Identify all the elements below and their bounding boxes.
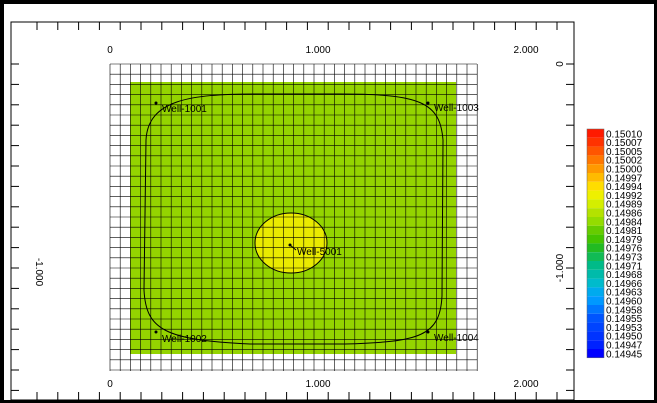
legend-label: 0.14958: [606, 305, 643, 316]
well-marker[interactable]: Well-1004: [426, 330, 480, 345]
legend-label: 0.14955: [606, 314, 643, 325]
legend-swatch: [587, 313, 604, 323]
y-tick-label-right: 0: [555, 61, 566, 67]
legend-label: 0.14986: [606, 209, 643, 220]
contour-line-outer: [143, 93, 444, 345]
legend-swatch: [587, 190, 604, 200]
legend-swatch: [587, 217, 604, 226]
legend-swatch: [587, 234, 604, 244]
legend-label: 0.14979: [606, 235, 643, 246]
legend-label: 0.14945: [606, 349, 643, 360]
well-label: Well-1004: [434, 333, 479, 344]
legend-label: 0.14947: [606, 341, 643, 352]
legend-swatch: [587, 296, 604, 305]
legend-swatch: [587, 340, 604, 349]
y-tick-label-left: -1.000: [33, 258, 44, 287]
well-label: Well-1001: [162, 104, 207, 115]
legend-swatch: [587, 261, 604, 270]
legend-label: 0.15000: [606, 165, 643, 176]
well-marker[interactable]: Well-1002: [154, 330, 208, 346]
axis-ticks: [11, 22, 574, 400]
x-tick-label-top: 2.000: [513, 45, 538, 56]
well-dot-icon: [154, 101, 158, 105]
legend-swatch: [587, 164, 604, 173]
x-tick-label-top: 0: [107, 45, 113, 56]
legend-swatch: [587, 349, 604, 358]
legend-label: 0.14976: [606, 244, 643, 255]
well-dot-icon: [154, 330, 158, 334]
legend-label: 0.14981: [606, 226, 643, 237]
well-marker[interactable]: Well-1003: [426, 101, 480, 115]
legend-label: 0.15002: [606, 156, 643, 167]
y-tick-label-right: -1.000: [555, 253, 566, 282]
well-marker[interactable]: Well-5001: [288, 243, 343, 259]
legend-label: 0.14963: [606, 288, 643, 299]
legend-label: 0.14973: [606, 253, 643, 264]
well-dot-icon: [426, 330, 430, 334]
x-tick-label-bottom: 2.000: [513, 379, 538, 390]
legend-label: 0.14966: [606, 279, 643, 290]
model-grid-lines: [109, 63, 478, 371]
legend-swatch: [587, 252, 604, 261]
legend-label: 0.15005: [606, 147, 643, 158]
legend-label: 0.14971: [606, 261, 643, 272]
legend-label: 0.14953: [606, 323, 643, 334]
legend-label: 0.14984: [606, 217, 643, 228]
x-tick-label-bottom: 0: [107, 379, 113, 390]
window-frame-top: [0, 0, 657, 4]
legend-label: 0.14968: [606, 270, 643, 281]
x-tick-label-bottom: 1.000: [305, 379, 330, 390]
legend-swatch: [587, 243, 604, 253]
legend-label: 0.14997: [606, 173, 643, 184]
legend-label: 0.14960: [606, 297, 643, 308]
well-dot-icon: [426, 101, 430, 105]
legend-swatch: [587, 287, 604, 297]
legend-swatch: [587, 137, 604, 147]
well-label: Well-1002: [162, 334, 207, 345]
legend-swatch: [587, 305, 604, 314]
legend-swatch: [587, 146, 604, 156]
legend-swatch: [587, 129, 604, 138]
legend-swatch: [587, 322, 604, 332]
legend-swatch: [587, 155, 604, 165]
legend-label: 0.14989: [606, 200, 643, 211]
well-trajectory: [289, 244, 297, 251]
window-frame-right: [654, 0, 657, 403]
legend-swatch: [587, 225, 604, 235]
legend-border: [586, 128, 605, 359]
legend-swatch: [587, 278, 604, 288]
legend-label: 0.14950: [606, 332, 643, 343]
legend-swatch: [587, 199, 604, 209]
well-marker[interactable]: Well-1001: [154, 101, 208, 116]
legend-swatch: [587, 208, 604, 217]
legend-label: 0.15007: [606, 138, 643, 149]
legend-swatch: [587, 181, 604, 191]
legend-swatch: [587, 331, 604, 341]
well-label: Well-5001: [297, 247, 342, 258]
x-tick-label-top: 1.000: [305, 45, 330, 56]
window-frame-bottom: [0, 400, 657, 403]
legend-label: 0.14994: [606, 182, 643, 193]
color-legend: 0.150100.150070.150050.150020.150000.149…: [586, 128, 643, 360]
legend-swatch: [587, 173, 604, 182]
plot-area-border: [10, 21, 575, 401]
well-label: Well-1003: [434, 103, 479, 114]
contour-line-center: [254, 212, 328, 274]
window-frame-left: [0, 0, 4, 403]
legend-swatch: [587, 269, 604, 279]
legend-label: 0.15010: [606, 129, 643, 140]
legend-label: 0.14992: [606, 191, 643, 202]
